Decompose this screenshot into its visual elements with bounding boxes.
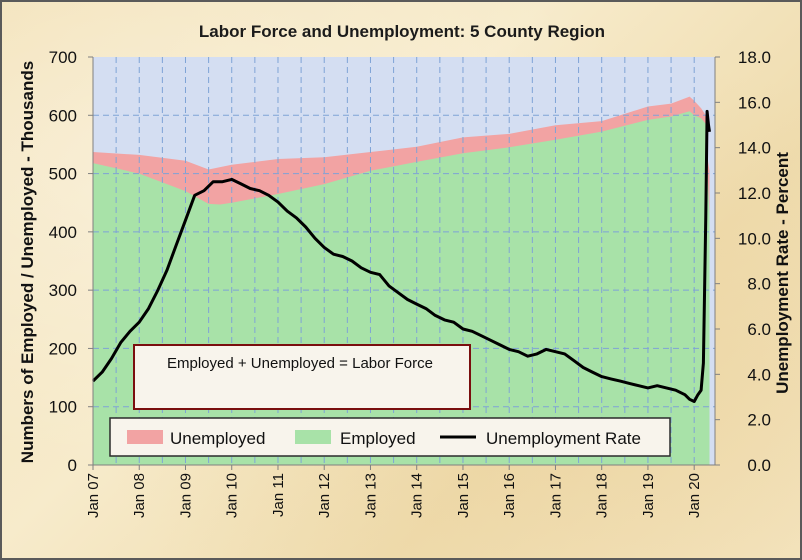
legend-label-unemployed: Unemployed (170, 429, 265, 448)
x-tick-label: Jan 07 (85, 473, 102, 518)
y-axis-right-label: Unemployment Rate - Percent (773, 152, 792, 394)
legend-label-rate: Unemployment Rate (486, 429, 641, 448)
right-tick-label: 14.0 (738, 139, 771, 158)
left-tick-label: 700 (49, 48, 77, 67)
legend-label-employed: Employed (340, 429, 416, 448)
x-tick-labels: Jan 07 Jan 08 Jan 09 Jan 10 Jan 11 Jan 12 Jan … (85, 465, 703, 518)
left-tick-label: 100 (49, 398, 77, 417)
y-axis-left-label: Numbers of Employed / Unemployed - Thous… (18, 61, 37, 463)
annotation-text: Employed + Unemployed = Labor Force (167, 355, 433, 372)
left-tick-labels: 0 100 200 300 400 500 600 700 (49, 48, 93, 475)
x-tick-label: Jan 08 (131, 473, 148, 518)
x-tick-label: Jan 13 (363, 473, 380, 518)
x-tick-label: Jan 16 (501, 473, 518, 518)
x-tick-label: Jan 19 (640, 473, 657, 518)
chart-title: Labor Force and Unemployment: 5 County R… (199, 22, 605, 41)
right-tick-label: 12.0 (738, 184, 771, 203)
unemployment-rate-line (91, 109, 711, 403)
legend-box (109, 417, 671, 457)
right-tick-label: 10.0 (738, 229, 771, 248)
x-tick-label: Jan 10 (224, 473, 241, 518)
right-tick-labels: 0.0 2.0 4.0 6.0 8.0 10.0 12.0 14.0 16.0 18.0 (715, 48, 771, 475)
left-tick-label: 400 (49, 223, 77, 242)
x-tick-label: Jan 18 (594, 473, 611, 518)
rate-line-layer (91, 109, 711, 403)
x-tick-label: Jan 11 (270, 473, 287, 517)
x-tick-label: Jan 17 (548, 473, 565, 518)
left-tick-label: 300 (49, 281, 77, 300)
x-tick-label: Jan 09 (178, 473, 195, 518)
legend-swatch-employed (295, 430, 331, 444)
right-tick-label: 0.0 (747, 456, 771, 475)
right-tick-label: 6.0 (747, 320, 771, 339)
left-tick-label: 200 (49, 339, 77, 358)
right-tick-label: 18.0 (738, 48, 771, 67)
right-tick-label: 2.0 (747, 411, 771, 430)
legend-swatch-unemployed (127, 430, 163, 444)
x-tick-label: Jan 12 (316, 473, 333, 518)
left-tick-label: 500 (49, 165, 77, 184)
left-tick-label: 0 (68, 456, 77, 475)
annotation-box (133, 344, 471, 410)
right-tick-label: 16.0 (738, 93, 771, 112)
x-tick-label: Jan 20 (686, 473, 703, 518)
right-tick-label: 8.0 (747, 275, 771, 294)
left-tick-label: 600 (49, 106, 77, 125)
right-tick-label: 4.0 (747, 365, 771, 384)
x-tick-label: Jan 14 (409, 473, 426, 518)
x-tick-label: Jan 15 (455, 473, 472, 518)
